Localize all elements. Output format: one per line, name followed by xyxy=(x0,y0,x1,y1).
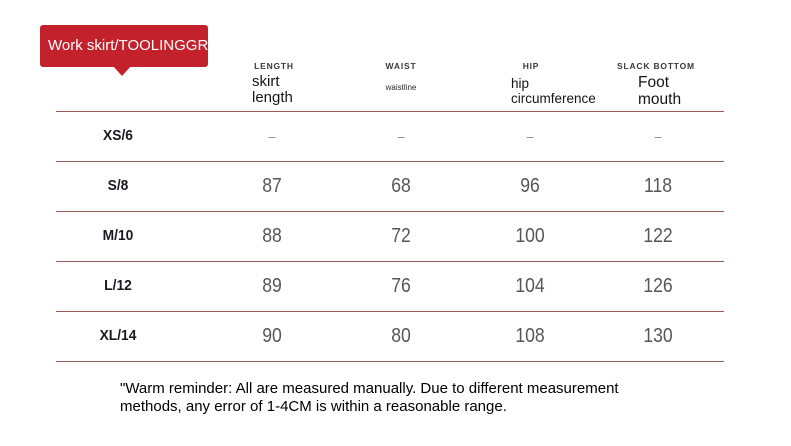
value-hip: 96 xyxy=(520,175,540,197)
size-label: S/8 xyxy=(107,177,129,194)
size-label: L/12 xyxy=(104,277,132,294)
note-line-1: "Warm reminder: All are measured manuall… xyxy=(120,380,619,397)
value-waistline: 80 xyxy=(391,325,411,347)
table-row-l12: L/12 89 76 104 126 xyxy=(56,276,724,296)
product-title-badge: Work skirt/TOOLINGGR xyxy=(40,25,208,67)
table-divider xyxy=(56,211,724,212)
value-waistline: – xyxy=(397,128,405,144)
table-divider xyxy=(56,161,724,162)
table-divider xyxy=(56,311,724,312)
table-divider xyxy=(56,111,724,112)
column-subheader-foot-mouth: Foot mouth xyxy=(638,74,682,108)
column-subheader-skirt-length: skirt length xyxy=(252,73,293,106)
value-foot-mouth: 122 xyxy=(643,225,673,247)
badge-pointer-icon xyxy=(113,66,131,76)
value-foot-mouth: 118 xyxy=(643,175,673,197)
value-skirt-length: 89 xyxy=(262,275,282,297)
value-hip: 108 xyxy=(515,325,545,347)
warm-reminder-note: "Warm reminder: All are measured manuall… xyxy=(120,380,720,415)
size-label: M/10 xyxy=(102,227,134,244)
table-row-m10: M/10 88 72 100 122 xyxy=(56,226,724,246)
value-waistline: 76 xyxy=(391,275,411,297)
product-title-label: Work skirt/TOOLINGGR xyxy=(48,37,208,54)
value-foot-mouth: – xyxy=(654,128,662,144)
column-header-length: LENGTH xyxy=(254,61,294,71)
size-label: XS/6 xyxy=(103,127,133,144)
value-foot-mouth: 130 xyxy=(643,325,673,347)
table-row-s8: S/8 87 68 96 118 xyxy=(56,176,724,196)
value-skirt-length: 88 xyxy=(262,225,282,247)
table-row-xs6: XS/6 – – – – xyxy=(56,126,724,146)
value-hip: – xyxy=(526,128,534,144)
value-waistline: 68 xyxy=(391,175,411,197)
size-label: XL/14 xyxy=(99,327,137,344)
value-skirt-length: 87 xyxy=(262,175,282,197)
table-divider xyxy=(56,261,724,262)
table-divider xyxy=(56,361,724,362)
value-foot-mouth: 126 xyxy=(643,275,673,297)
column-header-slack-bottom: SLACK BOTTOM xyxy=(617,61,695,71)
note-line-2: methods, any error of 1-4CM is within a … xyxy=(120,397,507,415)
table-row-xl14: XL/14 90 80 108 130 xyxy=(56,326,724,346)
value-waistline: 72 xyxy=(391,225,411,247)
column-header-hip: HIP xyxy=(522,61,540,71)
value-skirt-length: 90 xyxy=(262,325,282,347)
value-hip: 104 xyxy=(515,275,545,297)
value-skirt-length: – xyxy=(268,128,276,144)
column-header-waist: WAIST xyxy=(385,61,417,71)
column-subheader-waistline: waistline xyxy=(385,83,417,92)
column-subheader-hip-circumference: hip circumference xyxy=(511,76,596,106)
value-hip: 100 xyxy=(515,225,545,247)
